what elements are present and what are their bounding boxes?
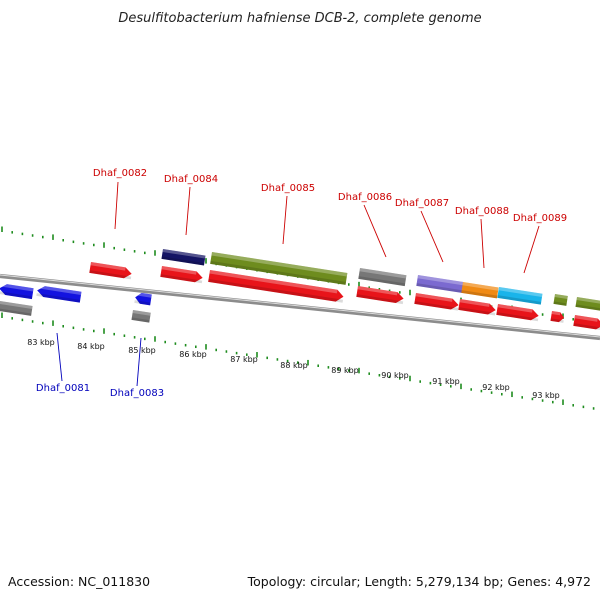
scale-label: 90 kbp xyxy=(381,371,409,380)
inner-tick-ruler xyxy=(1,312,595,410)
gene-leader-line xyxy=(480,218,485,269)
gene-label-forward: Dhaf_0089 xyxy=(513,213,567,224)
scale-label: 93 kbp xyxy=(532,391,560,400)
feature-forward-cds xyxy=(356,286,404,305)
feature-navy xyxy=(161,249,206,266)
gene-leader-line xyxy=(282,195,288,245)
gene-label-forward: Dhaf_0082 xyxy=(93,168,147,179)
gene-leader-line xyxy=(114,181,119,230)
scale-labels: 83 kbp 84 kbp 85 kbp 86 kbp 87 kbp 88 kbp 89 k… xyxy=(27,338,560,400)
feature-grey-reverse xyxy=(131,310,151,323)
feature-forward-cds xyxy=(458,299,496,316)
feature-grey-reverse xyxy=(0,301,33,316)
gene-label-reverse: Dhaf_0081 xyxy=(36,383,90,394)
genome-backbone xyxy=(0,273,600,341)
map-title: Desulfitobacterium hafniense DCB-2, comp… xyxy=(118,11,481,26)
gene-label-forward: Dhaf_0087 xyxy=(395,198,449,209)
scale-label: 86 kbp xyxy=(179,350,207,359)
scale-label: 85 kbp xyxy=(128,346,156,355)
feature-olive-right xyxy=(575,297,600,312)
feature-cyan xyxy=(497,287,543,305)
gene-label-forward: Dhaf_0088 xyxy=(455,206,509,217)
feature-reverse-cds xyxy=(0,283,34,300)
feature-grey xyxy=(358,268,407,287)
gene-label-reverse: Dhaf_0083 xyxy=(110,388,164,399)
gene-labels: Dhaf_0082Dhaf_0084Dhaf_0085Dhaf_0086Dhaf… xyxy=(36,168,567,399)
feature-forward-cds xyxy=(89,262,132,280)
gene-label-forward: Dhaf_0085 xyxy=(261,183,315,194)
feature-forward-cds xyxy=(208,270,344,303)
gene-leader-line xyxy=(363,204,387,258)
backbone-highlight xyxy=(0,274,600,338)
feature-lavender xyxy=(416,275,464,293)
scale-label: 83 kbp xyxy=(27,338,55,347)
gene-label-forward: Dhaf_0086 xyxy=(338,192,392,203)
scale-label: 87 kbp xyxy=(230,355,258,364)
feature-forward-cds xyxy=(496,304,539,322)
gene-leader-line xyxy=(56,332,63,382)
scale-label: 84 kbp xyxy=(77,342,105,351)
feature-olive-small xyxy=(553,294,568,306)
feature-forward-cds xyxy=(573,315,600,331)
feature-forward-cds xyxy=(550,311,565,323)
feature-reverse-cds xyxy=(36,285,82,303)
scale-label: 88 kbp xyxy=(280,361,308,370)
accession-text: Accession: NC_011830 xyxy=(8,574,150,589)
scale-label: 89 kbp xyxy=(331,366,359,375)
feature-forward-cds xyxy=(414,293,459,311)
gene-leader-line xyxy=(136,337,142,387)
feature-tracks xyxy=(0,249,600,331)
genome-summary-text: Topology: circular; Length: 5,279,134 bp… xyxy=(247,574,591,589)
feature-reverse-cds xyxy=(134,292,152,306)
feature-olive xyxy=(210,252,348,285)
gene-leader-line xyxy=(420,210,444,263)
feature-orange xyxy=(461,282,499,299)
gene-label-forward: Dhaf_0084 xyxy=(164,174,218,185)
feature-forward-cds xyxy=(160,266,203,284)
scale-label: 91 kbp xyxy=(432,377,460,386)
scale-label: 92 kbp xyxy=(482,383,510,392)
gene-leader-line xyxy=(523,225,540,274)
gene-leader-line xyxy=(185,186,191,236)
backbone-line xyxy=(0,273,600,341)
